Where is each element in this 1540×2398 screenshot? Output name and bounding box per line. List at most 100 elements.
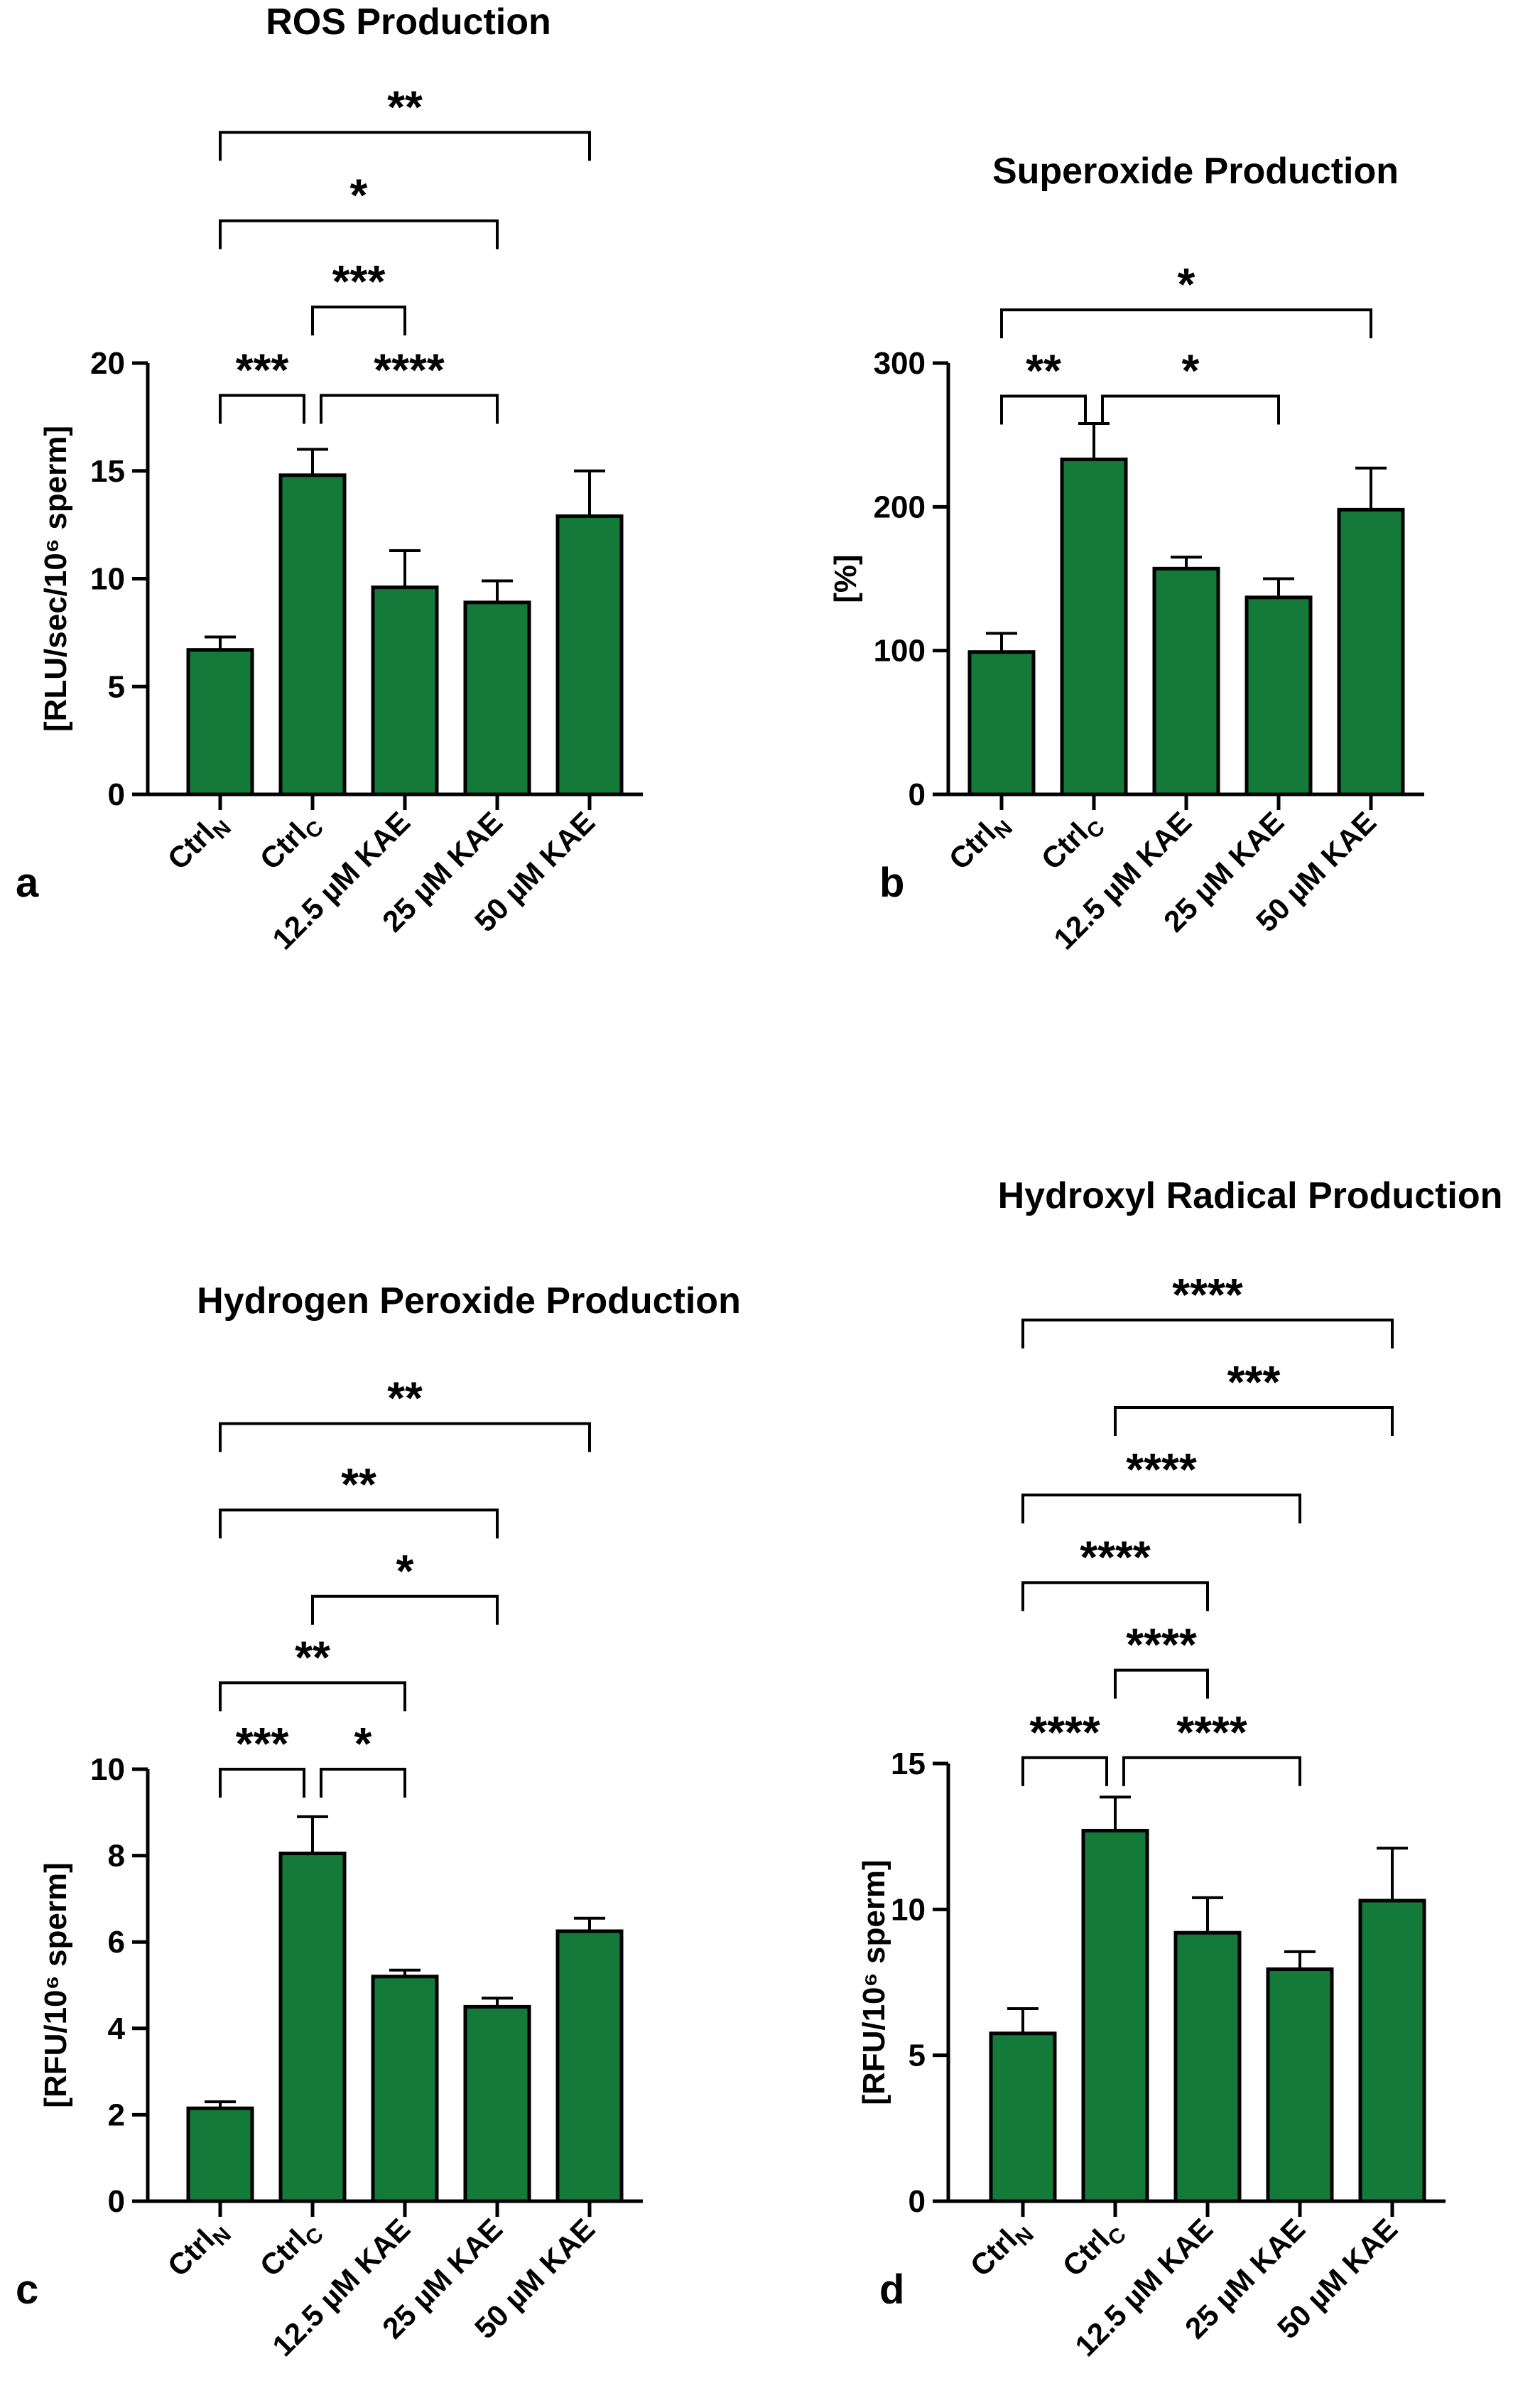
y-tick-label: 0	[108, 2184, 125, 2219]
y-tick-label: 0	[909, 2184, 926, 2219]
panel-label: a	[16, 860, 39, 906]
significance-bracket	[1101, 394, 1280, 425]
significance-bracket	[1021, 1756, 1108, 1786]
panel-c: Hydrogen Peroxide Production c 0 2 4 6 8 10 [RFU…	[16, 1280, 741, 2362]
significance-label: ****	[1080, 1531, 1151, 1582]
x-tick-label: CtrlC	[254, 805, 328, 880]
significance-label: ***	[236, 1718, 289, 1769]
significance-label: ****	[1029, 1707, 1100, 1758]
y-tick-label: 6	[108, 1925, 125, 1960]
significance-label: **	[295, 1631, 330, 1683]
bar	[371, 585, 439, 796]
significance-label: **	[1026, 345, 1061, 396]
panel-label: c	[16, 2267, 38, 2313]
y-axis-label: [RFU/10⁶ sperm]	[857, 1859, 891, 2105]
bar	[555, 514, 624, 796]
bar	[1245, 595, 1313, 796]
significance-bracket	[1000, 308, 1372, 339]
bar	[463, 600, 531, 796]
y-tick-label: 300	[874, 346, 926, 381]
chart-title: ROS Production	[266, 1, 551, 43]
x-tick-label: CtrlN	[161, 2212, 236, 2286]
x-tick-label: CtrlN	[964, 2212, 1039, 2286]
significance-label: **	[387, 81, 423, 132]
y-tick-label: 4	[108, 2011, 126, 2046]
significance-bracket	[311, 306, 406, 336]
y-tick-label: 200	[874, 490, 926, 524]
panel-b: Superoxide Production b 0 100 200 300 [%] CtrlN…	[828, 151, 1424, 956]
significance-label: ****	[1172, 1269, 1243, 1320]
bar	[1266, 1967, 1334, 2203]
significance-bracket	[219, 1508, 499, 1539]
significance-bracket	[1122, 1756, 1301, 1786]
bar	[1173, 1930, 1242, 2203]
x-tick-label: CtrlN	[161, 805, 236, 880]
significance-label: ***	[1227, 1356, 1281, 1408]
significance-bracket	[1021, 1494, 1301, 1524]
bar	[967, 650, 1036, 796]
bar	[278, 473, 347, 796]
bar	[989, 2031, 1057, 2203]
significance-label: **	[341, 1459, 376, 1510]
y-tick-label: 15	[891, 1746, 926, 1781]
significance-label: *	[354, 1718, 372, 1769]
significance-label: ****	[374, 345, 445, 396]
bar	[186, 648, 254, 796]
significance-bracket	[320, 394, 499, 424]
significance-label: *	[1182, 345, 1200, 396]
significance-bracket	[320, 1768, 406, 1798]
y-tick-label: 100	[874, 634, 926, 669]
panel-label: b	[879, 860, 904, 906]
significance-bracket	[219, 1768, 305, 1798]
bar	[278, 1852, 347, 2203]
panel-a: ROS Production a 0 5 10 15 20 [RLU/sec/10⁶ sper…	[16, 1, 643, 956]
y-tick-label: 0	[108, 777, 125, 812]
significance-bracket	[219, 131, 591, 161]
panel-d: Hydroxyl Radical Production d 0 5 10 15 [RFU/1…	[857, 1175, 1502, 2362]
significance-bracket	[219, 1422, 591, 1452]
y-tick-label: 5	[909, 2038, 926, 2073]
significance-label: *	[396, 1545, 414, 1597]
bar	[555, 1929, 624, 2203]
bar	[1152, 566, 1220, 796]
x-tick-label: CtrlN	[943, 805, 1017, 880]
significance-label: ****	[1126, 1444, 1197, 1495]
y-axis-label: [RLU/sec/10⁶ sperm]	[38, 426, 73, 732]
significance-label: ****	[1126, 1619, 1197, 1670]
significance-bracket	[1021, 1581, 1209, 1611]
significance-bracket	[1114, 1668, 1209, 1699]
significance-bracket	[219, 219, 499, 249]
bar	[1081, 1828, 1149, 2203]
y-tick-label: 2	[108, 2097, 125, 2132]
y-tick-label: 10	[90, 562, 125, 597]
significance-label: **	[387, 1373, 423, 1424]
significance-bracket	[1000, 394, 1087, 425]
chart-title: Superoxide Production	[992, 151, 1399, 192]
significance-bracket	[219, 1681, 406, 1712]
bar	[1060, 458, 1128, 796]
significance-bracket	[219, 394, 305, 424]
x-tick-label: CtrlC	[1056, 2212, 1131, 2286]
bar	[1358, 1899, 1426, 2203]
significance-label: ***	[236, 345, 289, 396]
significance-bracket	[1114, 1405, 1394, 1436]
panel-label: d	[879, 2267, 904, 2313]
significance-label: ****	[1176, 1707, 1247, 1758]
bar	[371, 1975, 439, 2203]
y-tick-label: 8	[108, 1839, 125, 1874]
bar	[186, 2106, 254, 2203]
chart-title: Hydrogen Peroxide Production	[197, 1280, 741, 1322]
y-tick-label: 10	[90, 1752, 125, 1787]
y-axis-label: [RFU/10⁶ sperm]	[38, 1862, 73, 2107]
bar	[463, 2004, 531, 2203]
y-axis-label: [%]	[828, 554, 863, 603]
y-tick-label: 0	[909, 777, 926, 812]
significance-label: *	[1178, 259, 1195, 310]
y-tick-label: 20	[90, 346, 125, 381]
y-tick-label: 15	[90, 454, 125, 489]
significance-bracket	[1021, 1318, 1394, 1349]
significance-label: ***	[332, 256, 386, 307]
significance-bracket	[311, 1594, 499, 1625]
x-tick-label: CtrlC	[1035, 805, 1110, 880]
